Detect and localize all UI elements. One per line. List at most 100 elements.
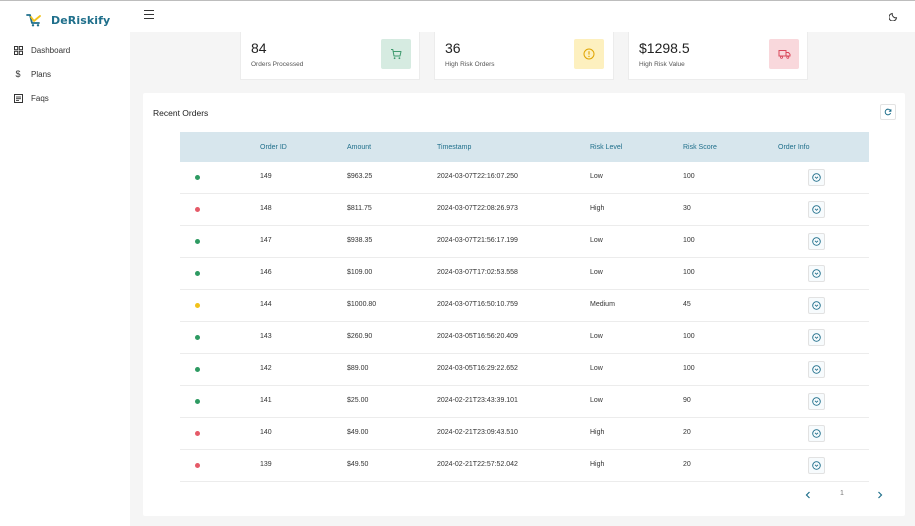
stat-card-orders-processed: 84 Orders Processed — [240, 32, 420, 80]
moon-icon[interactable] — [888, 11, 899, 22]
col-header-order-info[interactable]: Order Info — [778, 143, 810, 151]
risk-status-dot — [195, 239, 200, 244]
order-id-cell: 146 — [260, 269, 272, 276]
table-body: 149 $963.25 2024-03-07T22:16:07.250 Low 100 1… — [180, 162, 869, 482]
risk-status-dot — [195, 271, 200, 276]
amount-cell: $963.25 — [347, 173, 373, 180]
risk-status-dot — [195, 175, 200, 180]
alert-icon — [574, 39, 604, 69]
order-id-cell: 141 — [260, 397, 272, 404]
risk-level-cell: Low — [590, 173, 603, 180]
stat-label: High Risk Value — [639, 61, 685, 68]
risk-score-cell: 100 — [683, 365, 695, 372]
brand-name: DeRiskify — [51, 13, 111, 27]
stat-label: Orders Processed — [251, 61, 304, 68]
timestamp-cell: 2024-03-05T16:56:20.409 — [437, 333, 518, 340]
order-info-button[interactable] — [808, 329, 825, 346]
risk-level-cell: Medium — [590, 301, 615, 308]
chevron-circle-icon — [812, 397, 821, 406]
timestamp-cell: 2024-03-07T21:56:17.199 — [437, 237, 518, 244]
chevron-circle-icon — [812, 301, 821, 310]
col-header-amount[interactable]: Amount — [347, 143, 372, 151]
sidebar: DeRiskify Dashboard $ Plans Faqs — [0, 0, 130, 526]
table-row: 143 $260.90 2024-03-05T16:56:20.409 Low 100 — [180, 322, 869, 354]
order-info-button[interactable] — [808, 361, 825, 378]
order-info-button[interactable] — [808, 457, 825, 474]
prev-page-button[interactable] — [801, 488, 815, 502]
risk-score-cell: 100 — [683, 237, 695, 244]
order-info-button[interactable] — [808, 233, 825, 250]
chevron-circle-icon — [812, 333, 821, 342]
table-row: 144 $1000.80 2024-03-07T16:50:10.759 Medium… — [180, 290, 869, 322]
risk-status-dot — [195, 463, 200, 468]
table-header: Order ID Amount Timestamp Risk Level Ris… — [180, 132, 869, 162]
hamburger-icon[interactable] — [144, 10, 154, 20]
table-row: 139 $49.50 2024-02-21T22:57:52.042 High 20 — [180, 450, 869, 482]
risk-score-cell: 20 — [683, 461, 691, 468]
order-info-button[interactable] — [808, 265, 825, 282]
stat-card-high-risk-value: $1298.5 High Risk Value — [628, 32, 808, 80]
order-id-cell: 139 — [260, 461, 272, 468]
sidebar-item-faqs[interactable]: Faqs — [0, 86, 130, 110]
risk-status-dot — [195, 335, 200, 340]
table-row: 149 $963.25 2024-03-07T22:16:07.250 Low 100 — [180, 162, 869, 194]
table-row: 142 $89.00 2024-03-05T16:29:22.652 Low 100 — [180, 354, 869, 386]
chevron-circle-icon — [812, 237, 821, 246]
col-header-risk-level[interactable]: Risk Level — [590, 143, 623, 151]
order-id-cell: 147 — [260, 237, 272, 244]
table-row: 148 $811.75 2024-03-07T22:08:26.973 High 30 — [180, 194, 869, 226]
risk-status-dot — [195, 303, 200, 308]
brand-logo[interactable]: DeRiskify — [26, 12, 110, 28]
risk-status-dot — [195, 399, 200, 404]
order-info-button[interactable] — [808, 393, 825, 410]
order-id-cell: 140 — [260, 429, 272, 436]
timestamp-cell: 2024-03-07T16:50:10.759 — [437, 301, 518, 308]
refresh-icon — [884, 108, 892, 116]
dashboard-icon — [13, 45, 23, 55]
faq-icon — [13, 93, 23, 103]
risk-level-cell: Low — [590, 333, 603, 340]
timestamp-cell: 2024-03-05T16:29:22.652 — [437, 365, 518, 372]
risk-score-cell: 20 — [683, 429, 691, 436]
table-row: 140 $49.00 2024-02-21T23:09:43.510 High 20 — [180, 418, 869, 450]
risk-score-cell: 30 — [683, 205, 691, 212]
col-header-risk-score[interactable]: Risk Score — [683, 143, 717, 151]
chevron-circle-icon — [812, 173, 821, 182]
sidebar-item-dashboard[interactable]: Dashboard — [0, 38, 130, 62]
next-page-button[interactable] — [873, 488, 887, 502]
amount-cell: $109.00 — [347, 269, 373, 276]
current-page[interactable]: 1 — [840, 490, 844, 497]
orders-table: Order ID Amount Timestamp Risk Level Ris… — [180, 132, 869, 482]
sidebar-item-label: Dashboard — [31, 45, 71, 55]
timestamp-cell: 2024-03-07T17:02:53.558 — [437, 269, 518, 276]
table-row: 141 $25.00 2024-02-21T23:43:39.101 Low 90 — [180, 386, 869, 418]
top-header — [130, 0, 915, 32]
order-info-button[interactable] — [808, 201, 825, 218]
pagination: 1 — [143, 486, 905, 504]
cart-icon — [381, 39, 411, 69]
top-border — [0, 0, 915, 1]
refresh-button[interactable] — [880, 104, 896, 120]
timestamp-cell: 2024-02-21T22:57:52.042 — [437, 461, 518, 468]
sidebar-item-label: Faqs — [31, 93, 49, 103]
risk-score-cell: 100 — [683, 173, 695, 180]
amount-cell: $811.75 — [347, 205, 372, 212]
col-header-order-id[interactable]: Order ID — [260, 143, 287, 151]
risk-level-cell: High — [590, 429, 605, 436]
order-info-button[interactable] — [808, 425, 825, 442]
order-id-cell: 143 — [260, 333, 272, 340]
amount-cell: $938.35 — [347, 237, 373, 244]
order-info-button[interactable] — [808, 169, 825, 186]
stat-value: 36 — [445, 40, 461, 56]
risk-level-cell: High — [590, 461, 605, 468]
order-info-button[interactable] — [808, 297, 825, 314]
col-header-timestamp[interactable]: Timestamp — [437, 143, 472, 151]
sidebar-item-plans[interactable]: $ Plans — [0, 62, 130, 86]
amount-cell: $89.00 — [347, 365, 369, 372]
table-row: 147 $938.35 2024-03-07T21:56:17.199 Low 100 — [180, 226, 869, 258]
order-id-cell: 148 — [260, 205, 272, 212]
risk-status-dot — [195, 207, 200, 212]
chevron-circle-icon — [812, 269, 821, 278]
risk-level-cell: Low — [590, 397, 603, 404]
risk-level-cell: Low — [590, 269, 603, 276]
